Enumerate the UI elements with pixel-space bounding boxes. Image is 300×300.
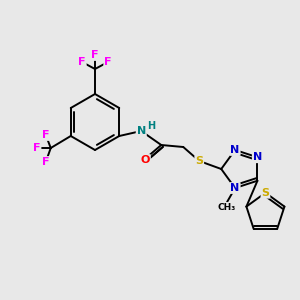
- Text: H: H: [147, 121, 155, 131]
- Text: O: O: [141, 155, 150, 165]
- Text: F: F: [91, 50, 99, 60]
- Text: N: N: [230, 183, 240, 193]
- Text: F: F: [78, 57, 86, 67]
- Text: N: N: [253, 152, 262, 162]
- Text: F: F: [33, 143, 40, 153]
- Text: F: F: [42, 157, 50, 167]
- Text: S: S: [195, 156, 203, 166]
- Text: F: F: [104, 57, 112, 67]
- Text: CH₃: CH₃: [218, 202, 236, 211]
- Text: F: F: [42, 130, 50, 140]
- Text: S: S: [261, 188, 269, 198]
- Text: N: N: [230, 145, 240, 155]
- Text: N: N: [136, 126, 146, 136]
